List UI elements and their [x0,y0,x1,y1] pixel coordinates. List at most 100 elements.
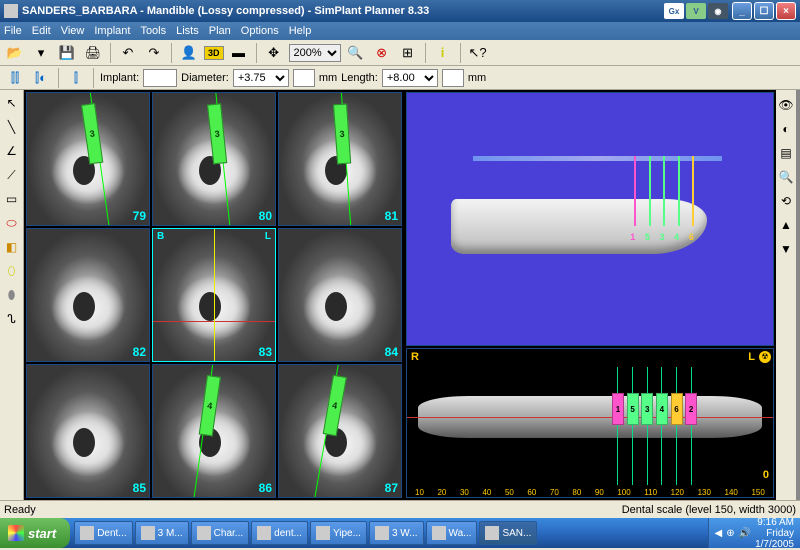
info-icon[interactable]: i [432,42,454,64]
tool-box-icon[interactable]: ◧ [3,238,21,256]
taskbar-button[interactable]: Yipe... [310,521,367,545]
pano-implant[interactable]: 1 [612,393,624,425]
menu-options[interactable]: Options [241,25,279,37]
taskbar-button[interactable]: dent... [251,521,308,545]
redo-icon[interactable]: ↷ [143,42,165,64]
move-icon[interactable]: ✥ [263,42,285,64]
zoom-out-icon[interactable]: ⊗ [371,42,393,64]
pano-implant[interactable]: 2 [685,393,697,425]
print-icon[interactable]: 🖨 [82,42,104,64]
rtool-up-icon[interactable]: ▲ [777,216,795,234]
maximize-button[interactable]: ☐ [754,2,774,20]
tray-icon[interactable]: ⊕ [726,528,734,539]
app-icon [4,4,18,18]
system-tray[interactable]: ◀ ⊕ 🔊 9:16 AM Friday 1/7/2005 [708,518,800,548]
diameter-step[interactable] [293,69,315,87]
taskbar-button[interactable]: Char... [191,521,249,545]
pano-implant[interactable]: 5 [627,393,639,425]
tray-clock[interactable]: 9:16 AM Friday 1/7/2005 [755,517,794,550]
tool-delete-icon[interactable]: ⬭ [3,214,21,232]
length-unit: mm [468,72,486,84]
menu-plan[interactable]: Plan [209,25,231,37]
slice-82[interactable]: 82 [26,228,150,362]
right-toolbar: 👁 ◐ ▤ 🔍 ⟲ ▲ ▼ [776,90,796,500]
logo-gx: Gx [664,3,684,19]
taskbar-button[interactable]: 3 W... [369,521,424,545]
slice-84[interactable]: 84 [278,228,402,362]
help-icon[interactable]: ↖? [467,42,489,64]
zoom-select[interactable]: 200% [289,44,341,62]
tool-angle-icon[interactable]: ∠ [3,142,21,160]
3d-button[interactable]: 3D [204,46,224,60]
length-step[interactable] [442,69,464,87]
pano-implant[interactable]: 6 [671,393,683,425]
3d-view[interactable]: 15346 [406,92,774,346]
tool-nerve-icon[interactable]: ⬯ [3,262,21,280]
grid-icon[interactable]: ⊞ [397,42,419,64]
3d-plane [473,156,722,161]
menu-help[interactable]: Help [289,25,312,37]
rtool-view-icon[interactable]: ◐ [777,120,795,138]
slice-86[interactable]: 486 [152,364,276,498]
taskbar-button[interactable]: SAN... [479,521,537,545]
pano-implant[interactable]: 3 [641,393,653,425]
save-icon[interactable]: 💾 [56,42,78,64]
workspace: ↖ ╲ ∠ ⟋ ▭ ⬭ ◧ ⬯ ⬮ ᔐ 37938038182BL8384854… [0,90,800,500]
toolbar-main: 📂 ▾ 💾 🖨 ↶ ↷ 👤 3D ▬ ✥ 200% 🔍 ⊗ ⊞ i ↖? [0,40,800,66]
menu-lists[interactable]: Lists [176,25,199,37]
radiation-icon: ☢ [759,351,771,363]
menu-tools[interactable]: Tools [140,25,166,37]
implant-field[interactable] [143,69,177,87]
rtool-down-icon[interactable]: ▼ [777,240,795,258]
minimize-button[interactable]: _ [732,2,752,20]
length-select[interactable]: +8.00 [382,69,438,87]
diameter-label: Diameter: [181,72,229,84]
close-button[interactable]: × [776,2,796,20]
start-button[interactable]: start [0,518,70,548]
open-icon[interactable]: 📂 [4,42,26,64]
tool-curve-icon[interactable]: ⟋ [3,166,21,184]
head-icon[interactable]: 👤 [178,42,200,64]
tool-cursor-icon[interactable]: ↖ [3,94,21,112]
rtool-zoom-icon[interactable]: 🔍 [777,168,795,186]
tool-bone-icon[interactable]: ⬮ [3,286,21,304]
rtool-slice-icon[interactable]: ▤ [777,144,795,162]
taskbar-button[interactable]: 3 M... [135,521,189,545]
menu-implant[interactable]: Implant [94,25,130,37]
implant-tool-icon[interactable]: ⫿⫿ [4,67,26,89]
3d-implant-line [692,156,694,226]
slice-83[interactable]: BL83 [152,228,276,362]
tray-icon[interactable]: 🔊 [739,528,751,539]
panoramic-view[interactable]: R L ☢ 0 10203040506070809010011012013014… [406,348,774,498]
taskbar-button[interactable]: Wa... [426,521,478,545]
menu-view[interactable]: View [61,25,85,37]
rtool-eye-icon[interactable]: 👁 [777,96,795,114]
pano-implant[interactable]: 4 [656,393,668,425]
taskbar-app-icon [141,526,155,540]
taskbar-button[interactable]: Dent... [74,521,132,545]
tray-icon[interactable]: ◀ [715,528,723,539]
slice-79[interactable]: 379 [26,92,150,226]
slice-80[interactable]: 380 [152,92,276,226]
menu-file[interactable]: File [4,25,22,37]
undo-icon[interactable]: ↶ [117,42,139,64]
slice-81[interactable]: 381 [278,92,402,226]
status-scale: Dental scale (level 150, width 3000) [622,504,796,516]
slice-87[interactable]: 487 [278,364,402,498]
dark-icon[interactable]: ▬ [228,42,250,64]
start-orb-icon [8,525,24,541]
menu-edit[interactable]: Edit [32,25,51,37]
diameter-select[interactable]: +3.75 [233,69,289,87]
rtool-rotate-icon[interactable]: ⟲ [777,192,795,210]
tray-time: 9:16 AM [755,517,794,528]
tool-rect-icon[interactable]: ▭ [3,190,21,208]
tool-line-icon[interactable]: ╲ [3,118,21,136]
zoom-in-icon[interactable]: 🔍 [345,42,367,64]
dropdown-icon[interactable]: ▾ [30,42,52,64]
cross-section-grid[interactable]: 379380381 82BL8384 85486487 [24,90,404,500]
slice-85[interactable]: 85 [26,364,150,498]
tray-day: Friday [755,528,794,539]
implant-single-icon[interactable]: ⫿ [65,67,87,89]
implant-3d-icon[interactable]: ⫿◐ [30,67,52,89]
tool-profile-icon[interactable]: ᔐ [3,310,21,328]
